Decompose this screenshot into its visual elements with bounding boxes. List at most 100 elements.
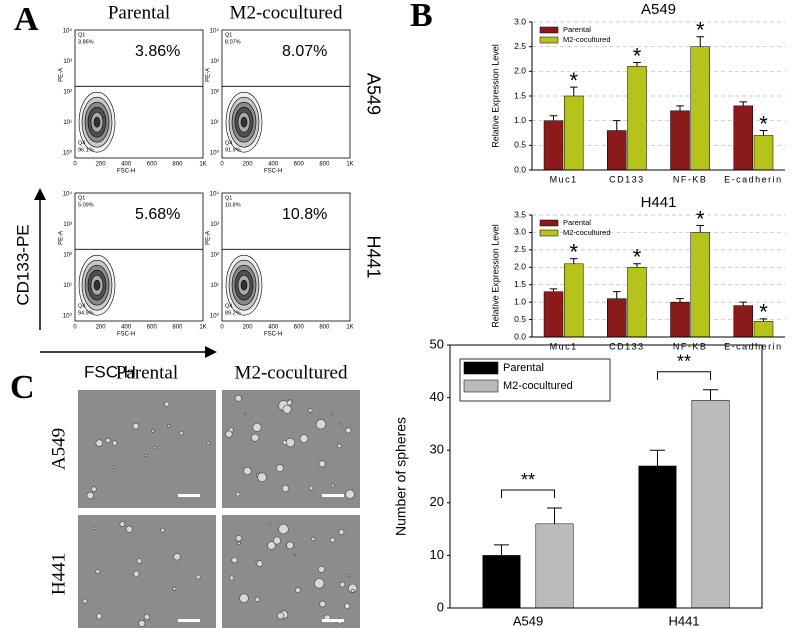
legend-swatch: [539, 36, 559, 44]
bar: [690, 46, 710, 171]
contour: [93, 116, 101, 128]
annotation: *: [569, 239, 578, 264]
cell: [276, 464, 284, 473]
cell: [267, 541, 276, 550]
chart-title: A549: [641, 1, 676, 18]
contour: [240, 279, 248, 291]
column-header: Parental: [108, 2, 170, 23]
cell: [345, 489, 355, 499]
cell: [112, 440, 118, 446]
gate-name: Q4: [225, 303, 232, 309]
y-axis-label: Relative Expression Level: [490, 224, 500, 328]
cell: [273, 536, 281, 545]
legend-label: M2-cocultured: [563, 35, 611, 44]
y-tick-label: 10³: [63, 222, 72, 228]
cell: [339, 422, 343, 426]
axis-label: PE-A: [206, 231, 212, 245]
error-bar: [703, 389, 719, 401]
annotation: **: [677, 351, 691, 371]
annotation: *: [633, 245, 642, 270]
x-tick-label: 1K: [199, 325, 206, 331]
arrow-head: [34, 188, 46, 200]
error-bar: [547, 507, 563, 524]
gate-percent: 8.07%: [225, 39, 241, 45]
gate-name: Q1: [225, 195, 232, 201]
y-tick-label: 0.0: [514, 164, 526, 174]
error-bar: [493, 544, 509, 556]
error-bar: [696, 36, 705, 47]
scale-bar: [322, 494, 344, 497]
cell: [315, 419, 327, 430]
contour: [240, 116, 248, 128]
x-tick-label: 1K: [346, 162, 353, 168]
legend-swatch: [539, 219, 559, 227]
y-tick-label: 30: [430, 442, 444, 457]
micrograph: [78, 515, 216, 628]
axis-label: PE-A: [59, 231, 65, 245]
error-bar: [739, 101, 748, 106]
x-tick-label: 400: [121, 325, 132, 331]
cell: [285, 437, 296, 448]
cell: [229, 575, 235, 581]
y-tick-label: 10¹: [210, 283, 219, 289]
axis-label: FSC-H: [264, 169, 282, 175]
cell: [243, 412, 247, 415]
error-bar: [696, 224, 705, 233]
error-bar: [633, 263, 641, 268]
y-tick-label: 3.0: [514, 16, 526, 26]
cell: [345, 427, 352, 434]
cell: [143, 614, 150, 621]
cell: [195, 574, 201, 580]
cell: [95, 439, 103, 447]
cell: [344, 603, 351, 610]
cell: [317, 565, 325, 573]
x-tick-label: H441: [668, 613, 699, 628]
x-tick-label: NF-KB: [673, 341, 708, 351]
annotation: *: [759, 111, 768, 136]
cell: [91, 486, 97, 492]
y-tick-label: 2.5: [514, 244, 526, 254]
annotation: **: [521, 470, 535, 490]
column-header: M2-cocultured: [235, 362, 348, 383]
cell: [329, 537, 336, 543]
legend-swatch: [539, 229, 559, 237]
x-tick-label: 600: [294, 325, 305, 331]
x-tick-label: E-cadherin: [724, 341, 783, 351]
legend-swatch: [463, 379, 499, 393]
x-tick-label: 200: [96, 325, 107, 331]
y-tick-label: 0.5: [514, 314, 526, 324]
bar: [670, 301, 690, 338]
scale-bar: [322, 619, 344, 622]
x-tick-label: 0: [73, 325, 77, 331]
cell: [96, 613, 103, 620]
bracket: [656, 371, 712, 380]
gate-percent: 96.1%: [78, 147, 94, 153]
axis-label: PE-A: [59, 68, 65, 82]
y-tick-label: 10²: [63, 90, 72, 96]
cell: [105, 437, 111, 444]
axis-title: CD133-PE: [13, 224, 32, 305]
axis-label: PE-A: [206, 68, 212, 82]
cell: [206, 441, 211, 446]
gate-percent: 10.8%: [225, 202, 241, 208]
cell: [179, 431, 184, 436]
x-tick-label: 600: [294, 162, 305, 168]
bar: [564, 263, 584, 338]
chart-title: H441: [641, 194, 677, 211]
bar: [482, 555, 521, 609]
cell: [281, 484, 290, 493]
cell: [225, 430, 233, 438]
cell: [276, 612, 285, 620]
cell: [286, 400, 293, 406]
x-tick-label: 200: [243, 325, 254, 331]
y-tick-label: 10⁰: [210, 150, 220, 157]
cell: [144, 453, 148, 458]
error-bar: [569, 258, 578, 264]
column-header: M2-cocultured: [230, 2, 343, 23]
y-tick-label: 3.0: [514, 227, 526, 237]
y-tick-label: 10¹: [63, 283, 72, 289]
y-tick-label: 0.0: [514, 331, 526, 341]
y-tick-label: 10¹: [210, 120, 219, 126]
y-tick-label: 10⁰: [63, 313, 73, 320]
y-tick-label: 10⁰: [210, 313, 220, 320]
